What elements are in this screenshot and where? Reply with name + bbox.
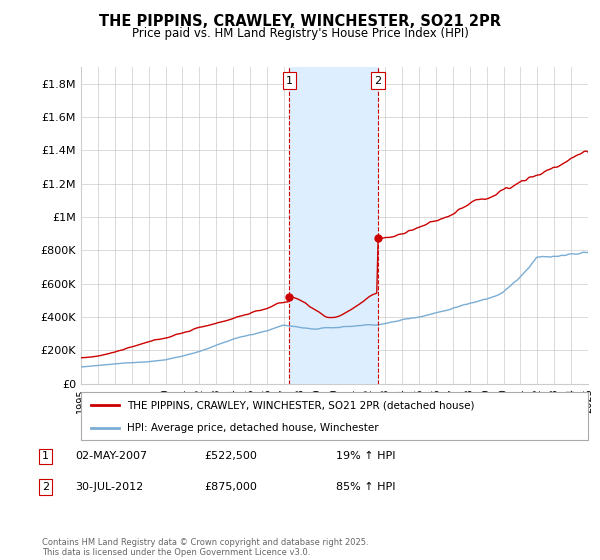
FancyBboxPatch shape [81,392,588,440]
Text: 85% ↑ HPI: 85% ↑ HPI [336,482,395,492]
Text: HPI: Average price, detached house, Winchester: HPI: Average price, detached house, Winc… [127,423,378,433]
Text: 02-MAY-2007: 02-MAY-2007 [75,451,147,461]
Text: 1: 1 [286,76,293,86]
Text: THE PIPPINS, CRAWLEY, WINCHESTER, SO21 2PR (detached house): THE PIPPINS, CRAWLEY, WINCHESTER, SO21 2… [127,400,474,410]
Text: THE PIPPINS, CRAWLEY, WINCHESTER, SO21 2PR: THE PIPPINS, CRAWLEY, WINCHESTER, SO21 2… [99,14,501,29]
Text: Contains HM Land Registry data © Crown copyright and database right 2025.
This d: Contains HM Land Registry data © Crown c… [42,538,368,557]
Text: 19% ↑ HPI: 19% ↑ HPI [336,451,395,461]
Text: £522,500: £522,500 [204,451,257,461]
Text: 2: 2 [374,76,382,86]
Bar [289,67,378,384]
Text: Price paid vs. HM Land Registry's House Price Index (HPI): Price paid vs. HM Land Registry's House … [131,27,469,40]
Text: 30-JUL-2012: 30-JUL-2012 [75,482,143,492]
Text: £875,000: £875,000 [204,482,257,492]
Text: 1: 1 [42,451,49,461]
Text: 2: 2 [42,482,49,492]
